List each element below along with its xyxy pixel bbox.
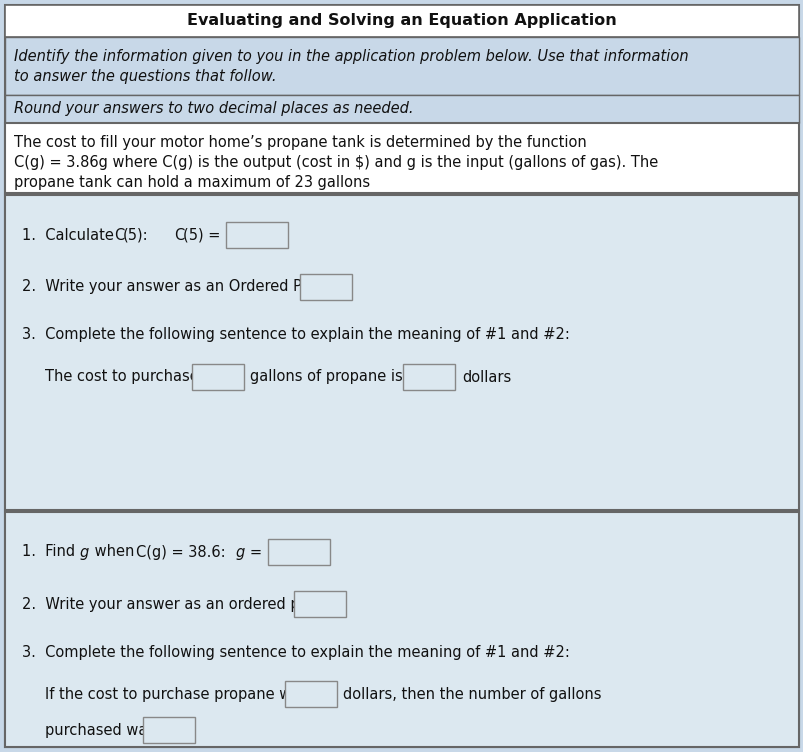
Text: C: C bbox=[114, 228, 124, 242]
Text: 1.  Calculate: 1. Calculate bbox=[22, 228, 118, 242]
Text: (5) =: (5) = bbox=[183, 228, 220, 242]
Bar bbox=[5, 5, 798, 37]
Text: The cost to purchase: The cost to purchase bbox=[45, 369, 198, 384]
Bar bbox=[294, 591, 345, 617]
Text: purchased was: purchased was bbox=[45, 723, 155, 738]
Bar bbox=[402, 364, 454, 390]
Bar bbox=[267, 539, 329, 565]
Bar bbox=[5, 37, 798, 95]
Bar bbox=[5, 123, 798, 193]
Text: 2.  Write your answer as an Ordered Pair:: 2. Write your answer as an Ordered Pair: bbox=[22, 280, 325, 295]
Text: to answer the questions that follow.: to answer the questions that follow. bbox=[14, 69, 276, 84]
Text: g =: g = bbox=[236, 544, 262, 559]
Text: C(g) = 38.6:: C(g) = 38.6: bbox=[136, 544, 226, 559]
Text: Evaluating and Solving an Equation Application: Evaluating and Solving an Equation Appli… bbox=[187, 14, 616, 29]
Text: If the cost to purchase propane was: If the cost to purchase propane was bbox=[45, 687, 308, 702]
Text: 3.  Complete the following sentence to explain the meaning of #1 and #2:: 3. Complete the following sentence to ex… bbox=[22, 644, 569, 660]
Text: (5):: (5): bbox=[123, 228, 149, 242]
Text: Round your answers to two decimal places as needed.: Round your answers to two decimal places… bbox=[14, 102, 413, 117]
Text: when: when bbox=[90, 544, 139, 559]
Bar bbox=[5, 512, 798, 747]
Text: dollars, then the number of gallons: dollars, then the number of gallons bbox=[343, 687, 601, 702]
Text: C: C bbox=[173, 228, 184, 242]
Text: propane tank can hold a maximum of 23 gallons: propane tank can hold a maximum of 23 ga… bbox=[14, 175, 369, 190]
Text: 3.  Complete the following sentence to explain the meaning of #1 and #2:: 3. Complete the following sentence to ex… bbox=[22, 328, 569, 342]
Text: 1.  Find: 1. Find bbox=[22, 544, 79, 559]
Text: Identify the information given to you in the application problem below. Use that: Identify the information given to you in… bbox=[14, 49, 687, 64]
Bar bbox=[300, 274, 352, 300]
Text: dollars: dollars bbox=[462, 369, 511, 384]
Text: gallons of propane is: gallons of propane is bbox=[250, 369, 402, 384]
Bar bbox=[143, 717, 195, 743]
Bar bbox=[226, 222, 287, 248]
Bar bbox=[192, 364, 243, 390]
Text: 2.  Write your answer as an ordered pair:: 2. Write your answer as an ordered pair: bbox=[22, 596, 324, 611]
Bar bbox=[5, 95, 798, 123]
Bar bbox=[5, 195, 798, 510]
Text: The cost to fill your motor home’s propane tank is determined by the function: The cost to fill your motor home’s propa… bbox=[14, 135, 586, 150]
Text: g: g bbox=[80, 544, 89, 559]
Text: C(g) = 3.86g where C(g) is the output (cost in $) and g is the input (gallons of: C(g) = 3.86g where C(g) is the output (c… bbox=[14, 155, 658, 170]
Bar bbox=[284, 681, 336, 707]
